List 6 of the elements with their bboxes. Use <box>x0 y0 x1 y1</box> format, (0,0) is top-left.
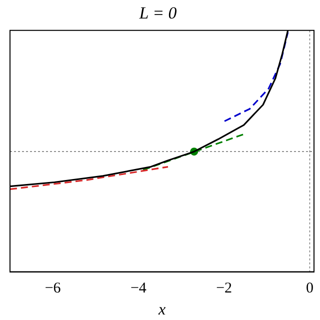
x-tick-label: −4 <box>130 280 147 297</box>
x-tick-label: −6 <box>44 280 62 297</box>
chart-title: L = 0 <box>138 4 178 23</box>
x-tick-label: 0 <box>306 280 314 297</box>
x-tick-label: −2 <box>216 280 232 297</box>
x-axis-title: x <box>157 302 166 319</box>
